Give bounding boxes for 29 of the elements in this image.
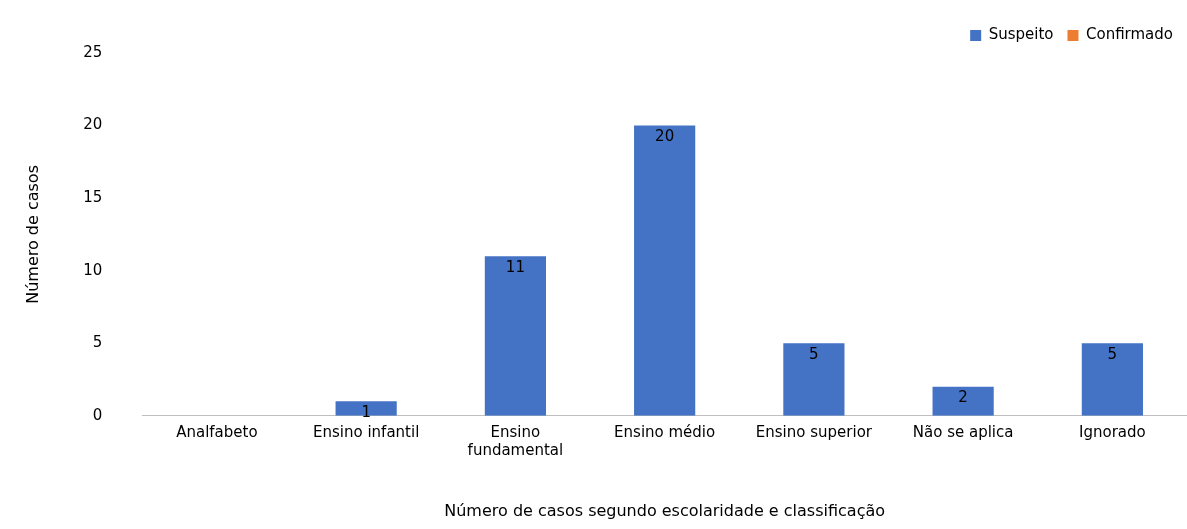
bar [932, 386, 994, 416]
legend-label: Confirmado [1085, 25, 1173, 44]
data-label: 5 [809, 344, 819, 363]
data-label: 11 [505, 257, 525, 276]
legend-label: Suspeito [988, 25, 1054, 44]
bar [335, 401, 397, 416]
bar [1081, 343, 1143, 416]
x-tick-label: Não se aplica [912, 422, 1014, 441]
bar [634, 125, 696, 416]
y-tick-label: 25 [83, 42, 103, 61]
x-tick-label: Ensino superior [755, 422, 873, 441]
data-label: 1 [361, 402, 371, 421]
x-axis-title: Número de casos segundo escolaridade e classificação [444, 500, 886, 520]
x-tick-label: Ensino fundamental [467, 422, 564, 459]
x-tick-label: Ensino médio [614, 422, 716, 441]
y-tick-label: 15 [83, 188, 103, 207]
bar [783, 343, 845, 416]
data-label: 20 [655, 126, 675, 145]
data-label: 2 [958, 388, 968, 407]
y-tick-label: 10 [83, 260, 103, 279]
y-tick-label: 20 [83, 115, 103, 134]
y-tick-label: 5 [92, 333, 103, 352]
x-tick-label: Ignorado [1079, 422, 1146, 441]
x-tick-label: Ensino infantil [313, 422, 420, 441]
y-axis-title: Número de casos [22, 165, 42, 304]
bar [484, 256, 546, 416]
data-label: 5 [1107, 344, 1118, 363]
y-tick-label: 0 [92, 405, 103, 424]
x-tick-label: Analfabeto [176, 422, 258, 441]
